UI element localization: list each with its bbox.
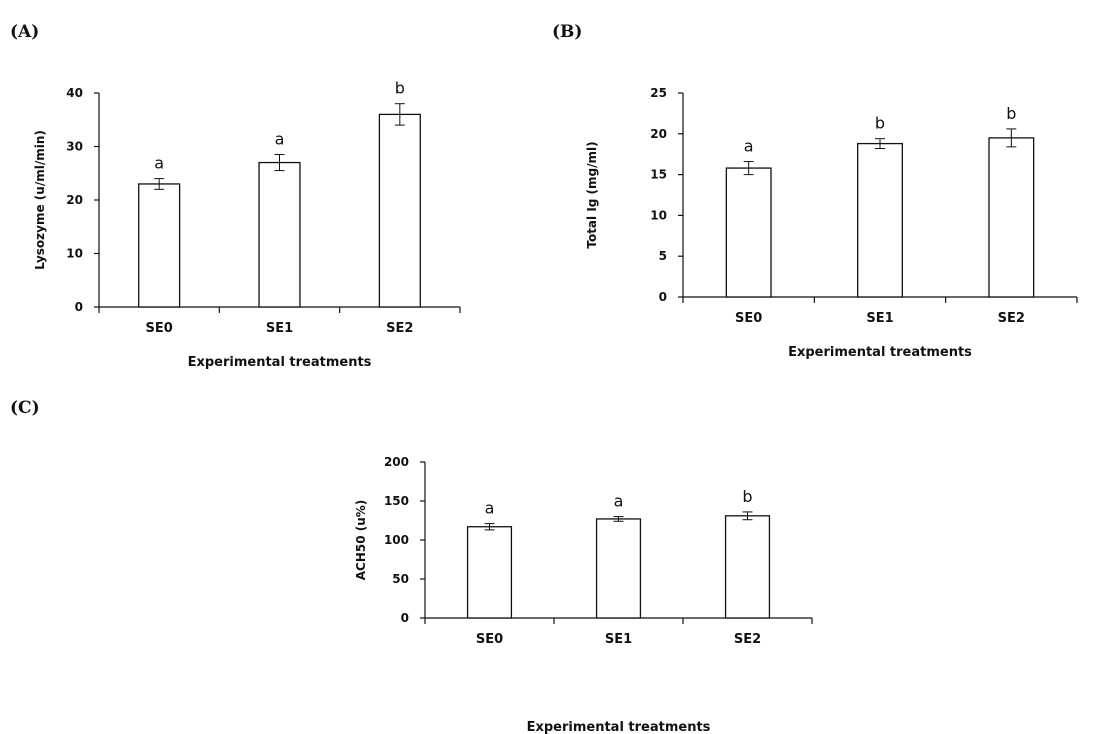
bar xyxy=(857,142,903,298)
y-tick-label: 0 xyxy=(659,290,667,304)
x-axis-title: Experimental treatments xyxy=(527,720,711,734)
y-tick-label: 15 xyxy=(650,168,667,182)
x-tick-label: SE1 xyxy=(605,632,632,647)
y-tick-label: 150 xyxy=(384,494,409,508)
y-tick-label: 20 xyxy=(66,193,83,207)
significance-letter: b xyxy=(1006,104,1016,123)
bar xyxy=(988,137,1035,298)
bar xyxy=(725,167,772,298)
significance-letter: b xyxy=(395,79,405,98)
chart-panel-1: (A) 0 10 20 30 40 a SE0 a SE1 b SE2 Experimental tre… xyxy=(10,22,461,370)
x-tick-label: SE1 xyxy=(266,321,293,336)
x-axis-title: Experimental treatments xyxy=(188,355,372,370)
y-axis-title: Lysozyme (u/ml/min) xyxy=(33,130,47,270)
bar xyxy=(138,183,181,308)
chart-panel-3: (C) 0 50 100 150 200 a SE0 a SE1 b SE2 Experimental … xyxy=(10,398,813,734)
x-tick-label: SE2 xyxy=(734,632,761,647)
significance-letter: b xyxy=(875,114,885,133)
y-tick-label: 10 xyxy=(650,208,667,222)
y-tick-label: 10 xyxy=(66,247,83,261)
bar xyxy=(258,161,301,308)
y-tick-label: 40 xyxy=(66,86,83,100)
significance-letter: b xyxy=(742,487,752,506)
chart-panel-2: (B) 0 5 10 15 20 25 a SE0 b SE1 b SE2 Experimental tr… xyxy=(552,22,1078,360)
y-tick-label: 20 xyxy=(650,127,667,141)
y-tick-label: 5 xyxy=(659,249,667,263)
y-axis-title: Total Ig (mg/ml) xyxy=(585,141,599,248)
y-tick-label: 25 xyxy=(650,86,667,100)
y-tick-label: 0 xyxy=(75,300,83,314)
significance-letter: a xyxy=(275,130,285,149)
bar xyxy=(466,526,513,619)
y-tick-label: 0 xyxy=(401,611,409,625)
x-axis-title: Experimental treatments xyxy=(788,345,972,360)
panel-label: (C) xyxy=(10,398,40,418)
y-tick-label: 30 xyxy=(66,140,83,154)
panel-label: (A) xyxy=(10,22,39,42)
y-tick-label: 200 xyxy=(384,455,409,469)
x-tick-label: SE0 xyxy=(735,311,762,326)
significance-letter: a xyxy=(744,137,754,156)
y-axis-title: ACH50 (u%) xyxy=(354,500,368,581)
panel-label: (B) xyxy=(552,22,582,42)
y-tick-label: 100 xyxy=(384,533,409,547)
bar xyxy=(378,113,421,308)
bar xyxy=(595,518,642,619)
significance-letter: a xyxy=(154,154,164,173)
significance-letter: a xyxy=(614,492,624,511)
x-tick-label: SE2 xyxy=(998,311,1025,326)
x-tick-label: SE1 xyxy=(866,311,893,326)
bar xyxy=(724,515,771,619)
y-tick-label: 50 xyxy=(392,572,409,586)
significance-letter: a xyxy=(485,499,495,518)
x-tick-label: SE0 xyxy=(146,321,173,336)
x-tick-label: SE0 xyxy=(476,632,503,647)
x-tick-label: SE2 xyxy=(386,321,413,336)
